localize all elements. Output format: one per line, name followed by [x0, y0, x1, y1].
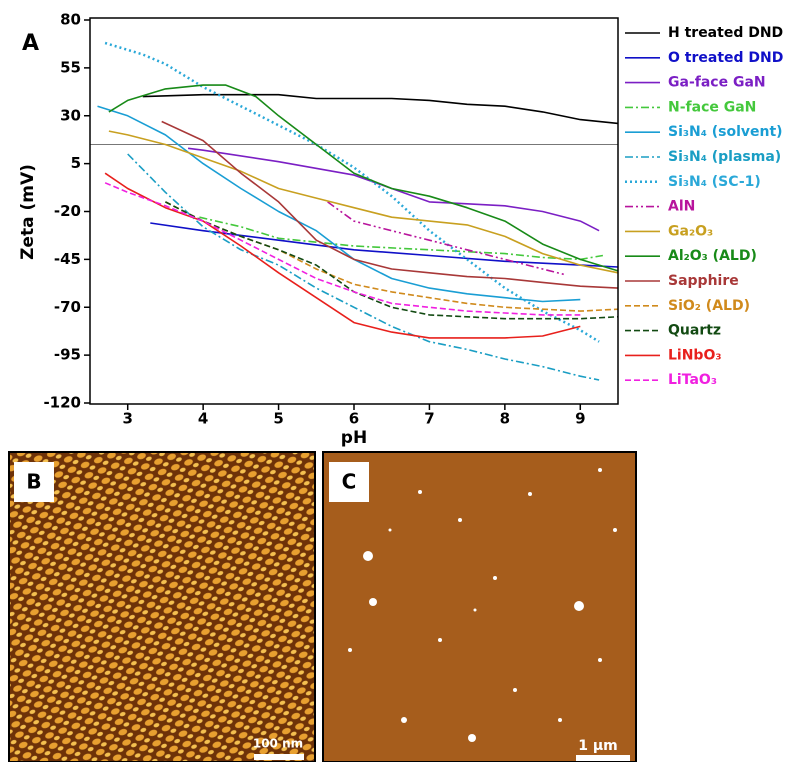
panel-label: C [342, 470, 357, 494]
legend-label: LiNbO₃ [668, 347, 722, 363]
x-tick-label: 7 [424, 410, 434, 428]
particles [348, 468, 617, 742]
y-tick-label: 80 [60, 11, 81, 29]
series-line [161, 120, 619, 289]
label-box [14, 462, 54, 502]
legend-label: Si₃N₄ (solvent) [668, 124, 783, 140]
legend-label: Quartz [668, 323, 721, 339]
scale-bar [254, 754, 304, 760]
series-line [165, 201, 619, 320]
y-tick-label: -95 [54, 346, 81, 364]
y-tick-label: 55 [60, 58, 81, 76]
series-line [199, 216, 604, 261]
afm-panel-c: C 1 μm [322, 451, 637, 762]
legend-label: H treated DND [668, 25, 783, 41]
legend-label: Ga₂O₃ [668, 223, 713, 239]
y-tick-label: -45 [54, 250, 81, 268]
y-tick-label: 30 [60, 106, 81, 124]
legend-label: O treated DND [668, 50, 783, 66]
x-axis-label: pH [341, 428, 367, 448]
legend-label: AlN [668, 199, 695, 215]
afm-panel-b: B 100 nm [8, 451, 316, 762]
x-tick-label: 9 [575, 410, 585, 428]
y-tick-label: -120 [43, 394, 81, 412]
series-line [127, 153, 600, 381]
series-line [108, 84, 619, 272]
plot-area: 80 55 30 5 -20 -45 -70 -95 -120 3 4 5 6 7 8 9 [43, 11, 619, 428]
scale-bar-label: 1 μm [578, 738, 618, 754]
afm-image [8, 451, 316, 762]
scale-bar [576, 755, 630, 761]
legend-label: Si₃N₄ (SC-1) [668, 174, 761, 190]
legend-label: LiTaO₃ [668, 372, 717, 388]
y-axis-label: Zeta (mV) [18, 164, 38, 260]
panel-label: A [22, 31, 39, 56]
series-line [108, 130, 619, 274]
legend-label: Sapphire [668, 273, 739, 289]
x-tick-label: 4 [198, 410, 208, 428]
series-line [187, 147, 600, 232]
series-line [104, 172, 581, 339]
series-line [150, 222, 619, 268]
x-tick-label: 8 [500, 410, 510, 428]
y-tick-label: -70 [54, 298, 81, 316]
y-tick-label: -20 [54, 202, 81, 220]
x-tick-label: 5 [273, 410, 283, 428]
legend: H treated DND O treated DND Ga-face GaN N-f… [625, 25, 783, 388]
series-line [142, 93, 619, 125]
label-box [329, 462, 369, 502]
x-tick-label: 3 [122, 410, 132, 428]
afm-image [322, 451, 637, 762]
x-tick-label: 6 [349, 410, 359, 428]
legend-label: Ga-face GaN [668, 75, 766, 91]
panel-label: B [26, 470, 41, 494]
axes-frame [89, 17, 619, 405]
y-tick-label: 5 [71, 154, 81, 172]
legend-label: N-face GaN [668, 99, 756, 115]
series-line [97, 105, 581, 303]
legend-label: Si₃N₄ (plasma) [668, 149, 781, 165]
series-line [104, 41, 600, 343]
legend-label: Al₂O₃ (ALD) [668, 248, 757, 264]
series-line [104, 182, 581, 316]
series-line [327, 201, 566, 276]
legend-label: SiO₂ (ALD) [668, 298, 750, 314]
scale-bar-label: 100 nm [253, 737, 303, 751]
